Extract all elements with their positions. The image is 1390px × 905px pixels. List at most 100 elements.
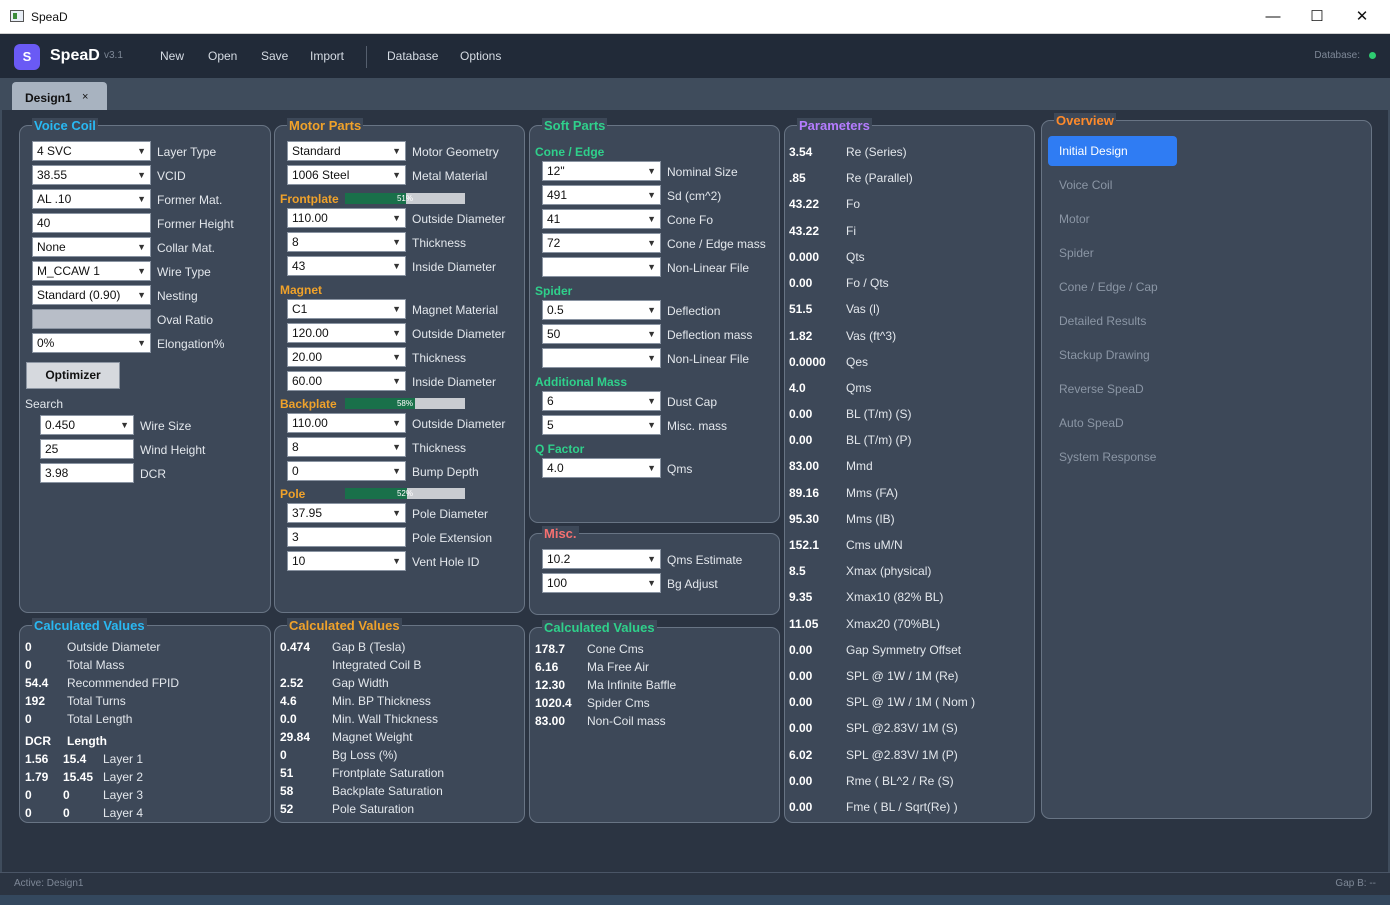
layer-header-row: DCR Length bbox=[20, 734, 270, 752]
former-height-input[interactable]: 40 bbox=[32, 213, 151, 233]
parameter-value: 6.02 bbox=[789, 748, 813, 762]
wire-type-select[interactable]: M_CCAW 1 ▼ bbox=[32, 261, 151, 281]
frontplate-label: Frontplate bbox=[280, 192, 339, 206]
backplate-od-select[interactable]: 110.00 ▼ bbox=[287, 413, 406, 433]
q-factor-label: Q Factor bbox=[535, 442, 585, 456]
calculated-row: 83.00 Non-Coil mass bbox=[530, 714, 779, 732]
parameter-value: 95.30 bbox=[789, 512, 820, 526]
chevron-down-icon: ▼ bbox=[647, 420, 656, 430]
overview-item-stackup-drawing[interactable]: Stackup Drawing bbox=[1059, 348, 1150, 362]
layer-type-select[interactable]: 4 SVC ▼ bbox=[32, 141, 151, 161]
field-label: Inside Diameter bbox=[412, 375, 497, 389]
minimize-button[interactable]: — bbox=[1265, 8, 1281, 25]
optimizer-button[interactable]: Optimizer bbox=[26, 362, 120, 389]
calculated-values-title: Calculated Values bbox=[542, 620, 657, 636]
tab-label: Design1 bbox=[25, 91, 72, 105]
nominal-size-select[interactable]: 12" ▼ bbox=[542, 161, 661, 181]
overview-item-motor[interactable]: Motor bbox=[1059, 212, 1090, 226]
wind-height-input[interactable]: 25 bbox=[40, 439, 134, 459]
dust-cap-select[interactable]: 6 ▼ bbox=[542, 391, 661, 411]
menu-import[interactable]: Import bbox=[310, 49, 345, 63]
parameter-row: 8.5 Xmax (physical) bbox=[785, 564, 1034, 584]
wire-size-select[interactable]: 0.450 ▼ bbox=[40, 415, 134, 435]
cone-nonlinear-file-select[interactable]: ▼ bbox=[542, 257, 661, 277]
magnet-id-select[interactable]: 60.00 ▼ bbox=[287, 371, 406, 391]
magnet-thickness-select[interactable]: 20.00 ▼ bbox=[287, 347, 406, 367]
overview-item-detailed-results[interactable]: Detailed Results bbox=[1059, 314, 1147, 328]
select-value: 6 bbox=[547, 394, 554, 408]
overview-item-reverse-spead[interactable]: Reverse SpeaD bbox=[1059, 382, 1144, 396]
chevron-down-icon: ▼ bbox=[137, 266, 146, 276]
parameter-row: 51.5 Vas (l) bbox=[785, 302, 1034, 322]
qms-select[interactable]: 4.0 ▼ bbox=[542, 458, 661, 478]
chevron-down-icon: ▼ bbox=[392, 556, 401, 566]
layer-dcr: 0 bbox=[25, 788, 32, 802]
soft-parts-title: Soft Parts bbox=[542, 118, 608, 134]
metal-material-select[interactable]: 1006 Steel ▼ bbox=[287, 165, 406, 185]
select-value: 10 bbox=[292, 554, 306, 568]
sd-select[interactable]: 491 ▼ bbox=[542, 185, 661, 205]
close-window-button[interactable]: ✕ bbox=[1355, 8, 1369, 25]
backplate-thickness-select[interactable]: 8 ▼ bbox=[287, 437, 406, 457]
bg-adjust-select[interactable]: 100 ▼ bbox=[542, 573, 661, 593]
tab-close-icon[interactable]: × bbox=[82, 91, 89, 103]
maximize-button[interactable]: ☐ bbox=[1310, 8, 1324, 25]
magnet-od-select[interactable]: 120.00 ▼ bbox=[287, 323, 406, 343]
vcid-select[interactable]: 38.55 ▼ bbox=[32, 165, 151, 185]
field-label: Oval Ratio bbox=[157, 313, 214, 327]
chevron-down-icon: ▼ bbox=[392, 213, 401, 223]
field-label: Elongation% bbox=[157, 337, 225, 351]
select-value: 100 bbox=[547, 576, 568, 590]
misc-mass-select[interactable]: 5 ▼ bbox=[542, 415, 661, 435]
oval-ratio-input[interactable] bbox=[32, 309, 151, 329]
overview-item-spider[interactable]: Spider bbox=[1059, 246, 1094, 260]
qms-estimate-select[interactable]: 10.2 ▼ bbox=[542, 549, 661, 569]
motor-geometry-select[interactable]: Standard ▼ bbox=[287, 141, 406, 161]
menu-open[interactable]: Open bbox=[208, 49, 238, 63]
overview-item-voice-coil[interactable]: Voice Coil bbox=[1059, 178, 1113, 192]
field-label: Nesting bbox=[157, 289, 198, 303]
calculated-value: 1020.4 bbox=[535, 696, 572, 710]
frontplate-id-select[interactable]: 43 ▼ bbox=[287, 256, 406, 276]
overview-item-initial-design[interactable]: Initial Design bbox=[1048, 136, 1177, 166]
additional-mass-label: Additional Mass bbox=[535, 375, 628, 389]
dcr-input[interactable]: 3.98 bbox=[40, 463, 134, 483]
parameter-value: 0.00 bbox=[789, 695, 813, 709]
misc-title: Misc. bbox=[542, 526, 579, 542]
parameter-row: 43.22 Fi bbox=[785, 224, 1034, 244]
soft-parts-calculated-panel: Calculated Values 178.7 Cone Cms 6.16 Ma Fr… bbox=[529, 620, 780, 823]
pole-diameter-select[interactable]: 37.95 ▼ bbox=[287, 503, 406, 523]
calculated-row: 54.4 Recommended FPID bbox=[20, 676, 270, 694]
cone-edge-mass-select[interactable]: 72 ▼ bbox=[542, 233, 661, 253]
select-value: 38.55 bbox=[37, 168, 68, 182]
calculated-row: 0.474 Gap B (Tesla) bbox=[275, 640, 524, 658]
deflection-mass-select[interactable]: 50 ▼ bbox=[542, 324, 661, 344]
parameter-label: SPL @2.83V/ 1M (P) bbox=[846, 748, 958, 762]
overview-item-cone-edge-cap[interactable]: Cone / Edge / Cap bbox=[1059, 280, 1158, 294]
overview-item-system-response[interactable]: System Response bbox=[1059, 450, 1157, 464]
pole-extension-input[interactable]: 3 bbox=[287, 527, 406, 547]
pole-label: Pole bbox=[280, 487, 306, 501]
elongation-select[interactable]: 0% ▼ bbox=[32, 333, 151, 353]
bump-depth-select[interactable]: 0 ▼ bbox=[287, 461, 406, 481]
nesting-select[interactable]: Standard (0.90) ▼ bbox=[32, 285, 151, 305]
dcr-header: DCR bbox=[25, 734, 51, 748]
deflection-select[interactable]: 0.5 ▼ bbox=[542, 300, 661, 320]
magnet-material-select[interactable]: C1 ▼ bbox=[287, 299, 406, 319]
menu-options[interactable]: Options bbox=[460, 49, 502, 63]
vent-hole-select[interactable]: 10 ▼ bbox=[287, 551, 406, 571]
menu-new[interactable]: New bbox=[160, 49, 185, 63]
spider-nonlinear-file-select[interactable]: ▼ bbox=[542, 348, 661, 368]
menu-database[interactable]: Database bbox=[387, 49, 439, 63]
field-label: Cone Fo bbox=[667, 213, 714, 227]
cone-fo-select[interactable]: 41 ▼ bbox=[542, 209, 661, 229]
collar-material-select[interactable]: None ▼ bbox=[32, 237, 151, 257]
frontplate-thickness-select[interactable]: 8 ▼ bbox=[287, 232, 406, 252]
select-value: 491 bbox=[547, 188, 568, 202]
tab-design1[interactable]: Design1 × bbox=[12, 82, 107, 110]
former-material-select[interactable]: AL .10 ▼ bbox=[32, 189, 151, 209]
select-value: 0 bbox=[292, 464, 299, 478]
menu-save[interactable]: Save bbox=[261, 49, 289, 63]
frontplate-od-select[interactable]: 110.00 ▼ bbox=[287, 208, 406, 228]
overview-item-auto-spead[interactable]: Auto SpeaD bbox=[1059, 416, 1124, 430]
